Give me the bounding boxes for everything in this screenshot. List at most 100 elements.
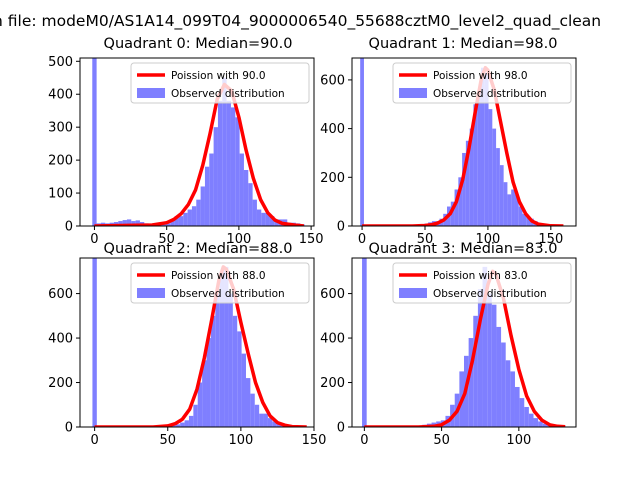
histogram-bar	[450, 201, 455, 226]
legend-observed-label: Observed distribution	[171, 88, 285, 100]
x-tick-label: 0	[90, 232, 98, 247]
x-tick-label: 50	[417, 232, 434, 247]
histogram-bar	[237, 331, 242, 427]
legend-observed-swatch	[137, 288, 165, 298]
histogram-bar	[274, 219, 279, 226]
histogram-bar	[209, 153, 214, 226]
histogram-bar	[228, 293, 233, 427]
y-tick-label: 600	[320, 287, 345, 302]
y-tick-label: 400	[320, 122, 345, 137]
histogram-bar	[230, 107, 236, 226]
histogram-bar	[204, 166, 210, 226]
histogram-bar	[538, 421, 543, 427]
histogram-bar	[454, 189, 459, 226]
histogram-bar	[269, 216, 275, 226]
histogram-bar	[519, 398, 525, 427]
x-tick-label: 0	[358, 232, 366, 247]
histogram-bar	[501, 342, 506, 427]
histogram-bar	[178, 216, 184, 226]
histogram-bar	[469, 128, 474, 226]
histogram-bar	[518, 206, 523, 226]
histogram-bar	[241, 353, 246, 427]
histogram-bar	[484, 72, 489, 226]
x-tick-label: 150	[538, 232, 563, 247]
histogram-bar	[226, 100, 231, 226]
y-tick-label: 100	[48, 187, 73, 202]
histogram-bar	[492, 128, 497, 226]
histogram-bar	[477, 289, 483, 427]
axes-frame	[79, 57, 315, 227]
legend-box	[392, 262, 572, 304]
histogram-bar	[126, 219, 132, 226]
legend-fit-label: Poission with 98.0	[433, 70, 528, 82]
histogram-bar	[224, 266, 229, 427]
histogram-bar	[514, 386, 520, 427]
histogram-bar	[219, 271, 225, 427]
y-tick-label: 500	[48, 55, 73, 70]
histogram-bar	[245, 378, 251, 427]
histogram-bar	[488, 109, 493, 226]
y-tick-label: 200	[320, 376, 345, 391]
subplot-title: Quadrant 0: Median=90.0	[104, 36, 293, 52]
y-tick-label: 600	[48, 287, 73, 302]
histogram-bar	[254, 404, 260, 427]
histogram-bar	[528, 413, 534, 427]
histogram-bar	[193, 404, 198, 427]
legend-box	[392, 62, 572, 104]
histogram-bar	[174, 216, 179, 226]
histogram-bar	[263, 413, 268, 427]
histogram-bar	[480, 67, 485, 226]
histogram-bar	[188, 415, 194, 427]
y-tick-label: 400	[48, 332, 73, 347]
histogram-bar	[465, 140, 470, 226]
legend-box	[130, 62, 310, 104]
histogram-bar	[496, 326, 502, 427]
x-tick-label: 100	[506, 433, 531, 448]
histogram-bar	[514, 194, 519, 226]
histogram-bar	[491, 304, 497, 427]
histogram-bar	[187, 209, 192, 226]
legend-fit-label: Poission with 90.0	[171, 70, 266, 82]
histogram-bar	[533, 418, 539, 427]
histogram-bar	[473, 104, 478, 226]
histogram-bar	[175, 424, 181, 427]
histogram-bar	[206, 338, 211, 427]
histogram-bar	[135, 220, 140, 226]
histogram-bar	[197, 382, 203, 427]
histogram-bar	[468, 338, 474, 427]
histogram-bar	[215, 293, 220, 427]
histogram-bar	[267, 418, 273, 427]
histogram-bar	[118, 221, 123, 226]
subplot-quadrant-1: 0 50 100 150 0 200 400 600 Poission with 98.0 Obs…	[320, 36, 577, 247]
histogram-bar	[510, 371, 515, 427]
histogram-bar	[272, 421, 277, 427]
histogram-bar	[222, 77, 227, 226]
histogram-bar	[248, 183, 253, 226]
subplot-title: Quadrant 1: Median=98.0	[369, 36, 558, 52]
histogram-spike-bar	[92, 58, 97, 226]
legend-observed-swatch	[399, 288, 427, 298]
legend-observed-swatch	[399, 88, 427, 98]
histogram-bar	[183, 212, 188, 226]
histogram-bar	[542, 423, 548, 427]
y-tick-label: 400	[320, 332, 345, 347]
histogram-bar	[200, 186, 205, 226]
histogram-bar	[196, 199, 201, 226]
y-tick-label: 0	[337, 220, 345, 235]
histogram-spike-bar	[360, 58, 364, 226]
histogram-bar	[462, 152, 466, 226]
y-tick-label: 200	[320, 171, 345, 186]
x-tick-label: 0	[360, 433, 368, 448]
histogram-bar	[265, 212, 270, 226]
subplot-quadrant-3: 0 50 100 0 200 400 600 Poission with 83.0 Observ…	[320, 241, 577, 448]
legend: Poission with 83.0 Observed distribution	[392, 262, 572, 304]
histogram-bar	[496, 148, 500, 226]
y-tick-label: 0	[65, 421, 73, 436]
subplot-quadrant-2: 0 50 100 150 0 200 400 600 Poission with 88.0 Obs…	[48, 241, 326, 448]
histogram-bar	[250, 393, 255, 427]
legend: Poission with 88.0 Observed distribution	[130, 262, 310, 304]
subplot-title: Quadrant 3: Median=83.0	[369, 241, 558, 257]
histogram-bar	[165, 223, 171, 226]
histogram-bar	[259, 413, 264, 427]
